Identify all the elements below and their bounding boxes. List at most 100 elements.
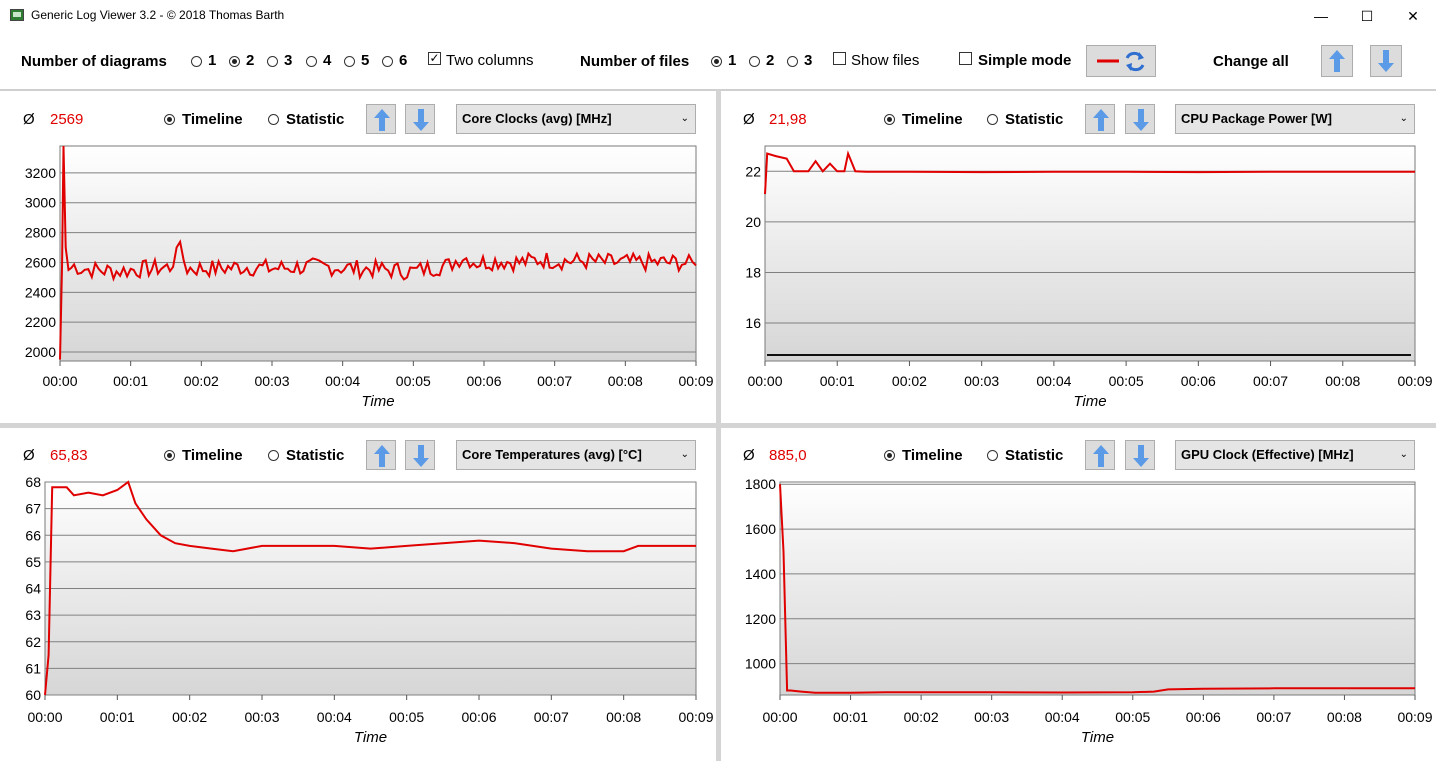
x-tick-label: 00:05 [396,373,431,389]
metric-select[interactable]: Core Clocks (avg) [MHz] ⌄ [456,104,696,134]
x-tick-label: 00:08 [1327,709,1362,725]
move-down-button[interactable] [405,440,435,470]
horizontal-splitter[interactable] [0,423,1436,428]
metric-select[interactable]: CPU Package Power [W] ⌄ [1175,104,1415,134]
y-tick-label: 1000 [745,656,776,672]
metric-select[interactable]: Core Temperatures (avg) [°C] ⌄ [456,440,696,470]
series-line [44,480,696,696]
move-up-button[interactable] [366,104,396,134]
y-tick-label: 16 [745,315,761,331]
arrow-up-icon [1093,109,1109,131]
diagrams-radio-2[interactable] [229,56,240,67]
x-tick-label: 00:05 [1109,373,1144,389]
x-tick-label: 00:01 [833,709,868,725]
diagrams-radio-6[interactable] [382,56,393,67]
x-tick-label: 00:00 [762,709,797,725]
avg-value: 21,98 [769,111,807,128]
x-tick-label: 00:03 [964,373,999,389]
diagrams-radio-3[interactable] [267,56,278,67]
x-tick-label: 00:02 [892,373,927,389]
metric-select[interactable]: GPU Clock (Effective) [MHz] ⌄ [1175,440,1415,470]
minimize-button[interactable]: — [1314,8,1328,24]
timeline-radio[interactable] [884,450,895,461]
y-tick-label: 3200 [25,165,56,181]
statistic-radio[interactable] [268,450,279,461]
move-up-button[interactable] [366,440,396,470]
arrow-down-icon [1133,445,1149,467]
x-tick-label: 00:04 [325,373,360,389]
files-radio-1[interactable] [711,56,722,67]
move-down-button[interactable] [1125,440,1155,470]
chevron-down-icon: ⌄ [1399,113,1408,124]
y-tick-label: 1800 [745,476,776,492]
arrow-down-icon [1378,50,1394,72]
avg-value: 885,0 [769,447,807,464]
chevron-down-icon: ⌄ [1399,449,1408,460]
files-radio-3[interactable] [787,56,798,67]
x-tick-label: 00:01 [820,373,855,389]
statistic-radio[interactable] [987,450,998,461]
plot-area [59,145,697,362]
x-tick-label: 00:09 [678,373,713,389]
y-tick-label: 2600 [25,254,56,270]
line-color-refresh-button[interactable] [1086,45,1156,77]
y-tick-label: 2200 [25,314,56,330]
diagrams-radio-2-label: 2 [246,52,255,69]
y-tick-label: 60 [25,687,41,703]
diagrams-radio-6-label: 6 [399,52,408,69]
arrow-down-icon [413,109,429,131]
x-tick-label: 00:06 [461,709,496,725]
move-down-button[interactable] [405,104,435,134]
y-tick-label: 1600 [745,521,776,537]
diagrams-radio-4[interactable] [306,56,317,67]
y-tick-label: 67 [25,501,41,517]
x-tick-label: 00:01 [113,373,148,389]
x-tick-label: 00:08 [606,709,641,725]
files-radio-2[interactable] [749,56,760,67]
move-down-button[interactable] [1125,104,1155,134]
change-all-up-button[interactable] [1321,45,1353,77]
two-columns-checkbox[interactable]: ✓ [428,51,441,65]
timeline-label: Timeline [902,111,963,128]
move-up-button[interactable] [1085,440,1115,470]
statistic-label: Statistic [1005,111,1064,128]
avg-symbol: Ø [743,447,755,464]
show-files-checkbox[interactable] [833,52,846,65]
timeline-radio[interactable] [884,114,895,125]
x-tick-label: 00:07 [537,373,572,389]
change-all-down-button[interactable] [1370,45,1402,77]
x-tick-label: 00:02 [172,709,207,725]
show-files-label: Show files [851,52,920,69]
two-columns-label: Two columns [446,52,534,69]
toolbar: Number of diagrams 1 2 3 4 5 6 ✓ Two col… [0,32,1436,90]
timeline-radio[interactable] [164,114,175,125]
x-tick-label: 00:08 [608,373,643,389]
chevron-down-icon: ⌄ [680,113,689,124]
series-line [59,145,697,360]
arrow-down-icon [1133,109,1149,131]
x-tick-label: 00:06 [466,373,501,389]
avg-symbol: Ø [23,111,35,128]
line-refresh-icon [1097,51,1145,72]
x-tick-label: 00:09 [1397,373,1432,389]
arrow-up-icon [1329,50,1345,72]
diagrams-radio-1-label: 1 [208,52,217,69]
num-diagrams-label: Number of diagrams [21,53,167,70]
metric-select-value: CPU Package Power [W] [1181,111,1332,126]
statistic-radio[interactable] [987,114,998,125]
diagrams-radio-1[interactable] [191,56,202,67]
timeline-radio[interactable] [164,450,175,461]
close-button[interactable]: ✕ [1407,8,1419,24]
diagrams-radio-5[interactable] [344,56,355,67]
arrow-up-icon [374,445,390,467]
statistic-radio[interactable] [268,114,279,125]
maximize-button[interactable]: ☐ [1360,8,1374,24]
simple-mode-checkbox[interactable] [959,52,972,65]
x-axis-label: Time [1081,729,1114,746]
x-tick-label: 00:00 [27,709,62,725]
change-all-label: Change all [1213,53,1289,70]
move-up-button[interactable] [1085,104,1115,134]
x-tick-label: 00:08 [1325,373,1360,389]
files-radio-3-label: 3 [804,52,813,69]
x-tick-label: 00:02 [184,373,219,389]
